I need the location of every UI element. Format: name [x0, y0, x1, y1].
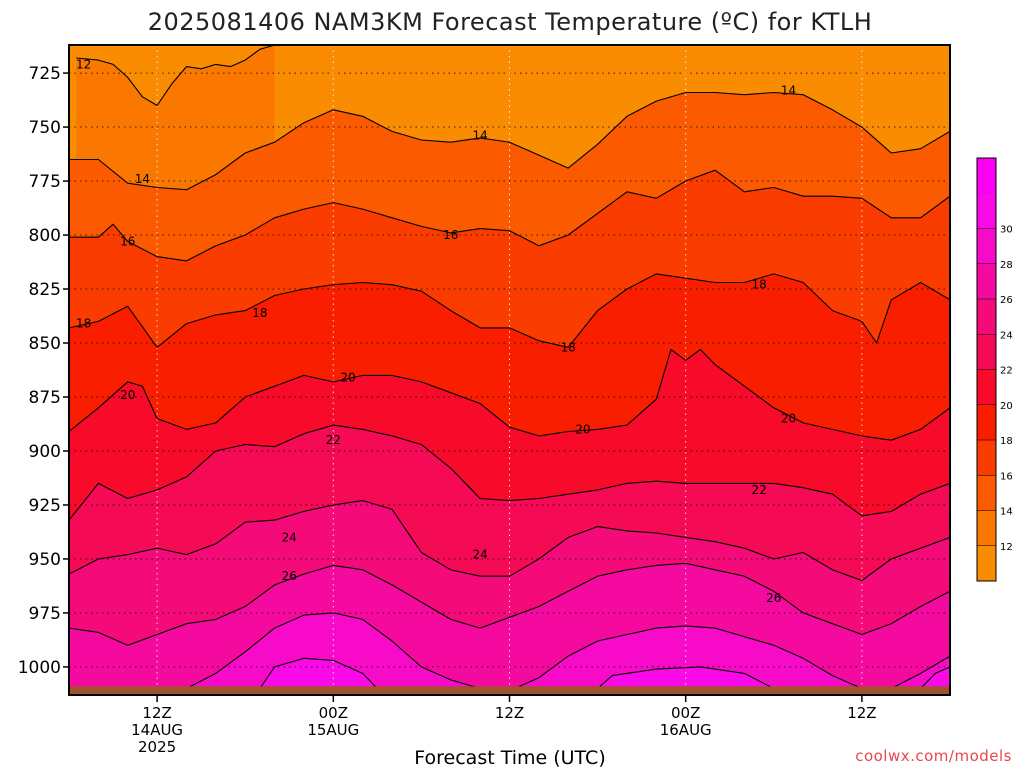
x-tick-label: 14AUG — [131, 721, 183, 739]
y-tick-label: 775 — [29, 172, 61, 192]
colorbar-label: 18 — [1000, 436, 1013, 447]
y-tick-label: 750 — [29, 118, 61, 138]
contour-label-26: 26 — [282, 569, 297, 583]
contour-label-14: 14 — [135, 172, 150, 186]
x-axis-title: Forecast Time (UTC) — [414, 747, 605, 768]
contour-label-18: 18 — [751, 278, 766, 292]
colorbar-label: 20 — [1000, 401, 1013, 412]
y-tick-label: 900 — [29, 442, 61, 462]
contour-label-20: 20 — [340, 371, 355, 385]
contour-line-30 — [597, 666, 775, 689]
contour-label-26: 26 — [766, 591, 781, 605]
y-tick-label: 975 — [29, 604, 61, 624]
y-tick-label: 725 — [29, 64, 61, 84]
colorbar-swatch — [977, 228, 996, 265]
y-tick-label: 950 — [29, 550, 61, 570]
colorbar-swatch — [977, 440, 996, 476]
contour-label-18: 18 — [252, 306, 267, 320]
x-tick-label: 00Z — [671, 704, 700, 722]
contour-line-16 — [69, 169, 950, 262]
colorbar-swatch — [977, 475, 996, 511]
y-axis: 725 750 775 800 825 850 875 900 925 950 975 1000 — [18, 64, 69, 678]
contour-line-28 — [891, 655, 950, 689]
contour-line-18 — [69, 273, 950, 348]
colorbar-label: 28 — [1000, 260, 1013, 271]
contour-label-20: 20 — [120, 388, 135, 402]
contour-lines — [69, 45, 950, 692]
contour-line-30 — [920, 666, 950, 689]
x-tick-label: 12Z — [847, 704, 876, 722]
contour-label-24: 24 — [472, 548, 487, 562]
contour-label-12: 12 — [76, 57, 91, 71]
colorbar-swatch — [977, 299, 996, 335]
y-tick-label: 850 — [29, 334, 61, 354]
contour-label-20: 20 — [575, 422, 590, 436]
ground — [69, 686, 950, 695]
contour-label-16: 16 — [443, 228, 458, 242]
contour-line-28 — [509, 625, 863, 692]
contour-label-16: 16 — [120, 235, 135, 249]
contour-label-22: 22 — [751, 483, 766, 497]
contour-label-24: 24 — [282, 530, 297, 544]
plot-area: 12 14 14 14 16 16 18 18 18 18 20 20 20 20 22 22 24 24 26 26 — [69, 45, 950, 695]
colorbar-label: 22 — [1000, 366, 1013, 377]
colorbar-label: 12 — [1000, 542, 1013, 553]
contour-line-28 — [186, 612, 481, 690]
contour-label-20: 20 — [781, 412, 796, 426]
colorbar-swatch — [977, 545, 996, 582]
colorbar-swatch — [977, 158, 996, 194]
contour-line-14 — [69, 91, 950, 191]
colorbar-swatch — [977, 334, 996, 370]
x-tick-label: 2025 — [138, 738, 176, 756]
x-tick-label: 12Z — [495, 704, 524, 722]
y-tick-label: 1000 — [18, 658, 61, 678]
contour-line-26 — [69, 562, 950, 646]
colorbar-label: 30 — [1000, 225, 1013, 236]
credit-link[interactable]: coolwx.com/models — [855, 747, 1012, 765]
x-tick-label: 12Z — [142, 704, 171, 722]
colorbar-swatch — [977, 369, 996, 406]
contour-line-20 — [69, 348, 950, 441]
y-tick-label: 825 — [29, 280, 61, 300]
colorbar-swatch — [977, 510, 996, 547]
colorbar-label: 24 — [1000, 330, 1013, 341]
contour-labels: 12 14 14 14 16 16 18 18 18 18 20 20 20 20 22 22 24 24 26 26 — [76, 57, 796, 604]
colorbar-label: 14 — [1000, 507, 1013, 518]
y-tick-label: 800 — [29, 226, 61, 246]
colorbar-swatch — [977, 404, 996, 441]
contour-label-14: 14 — [781, 83, 796, 97]
fill-band-28 — [509, 625, 862, 695]
x-tick-label: 16AUG — [660, 721, 712, 739]
colorbar-swatch — [977, 193, 996, 229]
chart-title: 2025081406 NAM3KM Forecast Temperature (… — [148, 8, 873, 36]
colorbar: 12 14 16 18 20 22 24 26 28 30 — [976, 157, 1013, 582]
contour-line-24 — [69, 500, 950, 582]
colorbar-swatch — [977, 263, 996, 300]
colorbar-label: 16 — [1000, 471, 1013, 482]
y-tick-label: 925 — [29, 496, 61, 516]
x-tick-label: 00Z — [319, 704, 348, 722]
grid-lines — [69, 45, 950, 695]
contour-label-14: 14 — [472, 129, 487, 143]
fill-band-28 — [186, 612, 481, 695]
contour-label-22: 22 — [326, 433, 341, 447]
y-tick-label: 875 — [29, 388, 61, 408]
x-tick-label: 15AUG — [307, 721, 359, 739]
contour-label-18: 18 — [76, 317, 91, 331]
colorbar-label: 26 — [1000, 295, 1013, 306]
contour-label-18: 18 — [561, 340, 576, 354]
contour-line-30 — [259, 657, 378, 689]
contour-line-22 — [69, 424, 950, 521]
contour-line-12 — [76, 45, 275, 107]
